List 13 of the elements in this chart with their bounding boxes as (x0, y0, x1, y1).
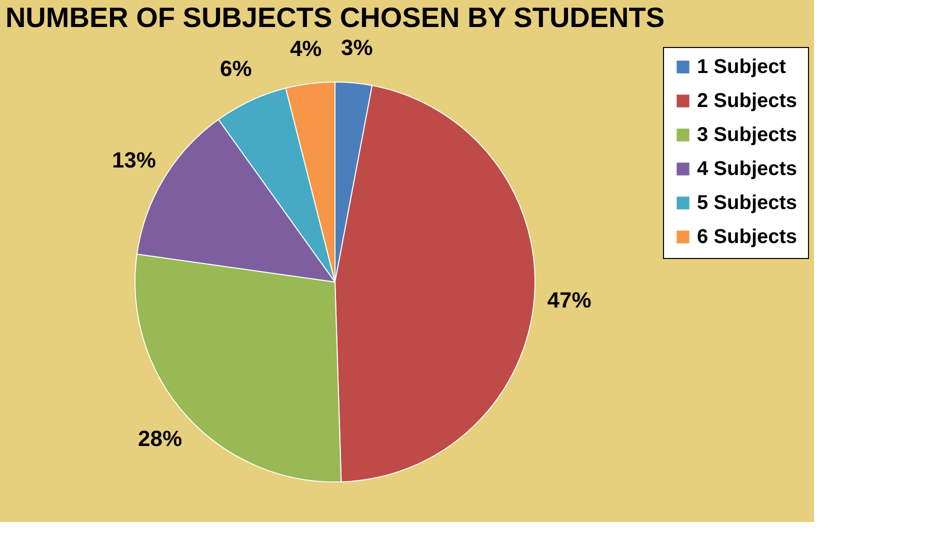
legend-label: 3 Subjects (697, 124, 798, 146)
chart-title: NUMBER OF SUBJECTS CHOSEN BY STUDENTS (5, 2, 665, 34)
legend-label: 2 Subjects (697, 90, 798, 112)
data-label: 6% (220, 56, 252, 81)
legend-label: 1 Subject (697, 56, 786, 78)
data-label: 13% (112, 147, 156, 172)
data-label: 47% (547, 287, 592, 312)
data-label: 28% (138, 426, 182, 451)
legend-label: 5 Subjects (697, 192, 798, 214)
data-label: 4% (290, 36, 322, 61)
data-label: 3% (341, 35, 373, 60)
legend-label: 6 Subjects (697, 226, 798, 248)
legend-label: 4 Subjects (697, 158, 798, 180)
